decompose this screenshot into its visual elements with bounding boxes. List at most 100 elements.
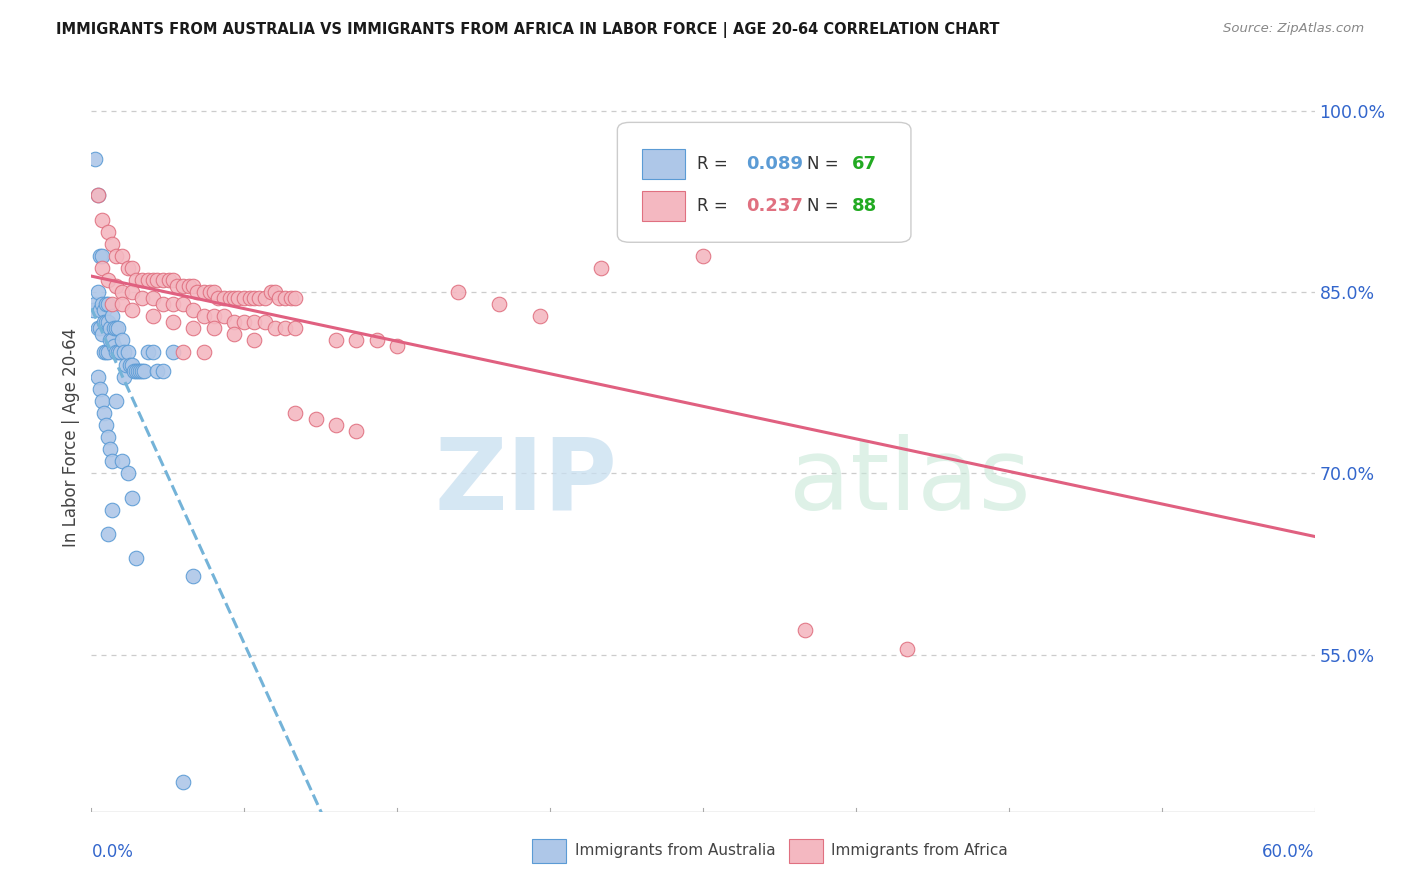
Point	[86, 188, 108, 202]
Point	[222, 327, 246, 342]
Point	[346, 424, 368, 438]
Point	[90, 249, 112, 263]
Point	[260, 285, 283, 299]
Point	[121, 491, 143, 505]
Point	[284, 406, 307, 420]
Text: Immigrants from Australia: Immigrants from Australia	[575, 843, 775, 858]
Point	[186, 285, 208, 299]
Point	[233, 315, 256, 329]
Point	[93, 406, 115, 420]
Point	[94, 417, 117, 432]
Text: R =: R =	[697, 154, 733, 172]
Point	[97, 430, 120, 444]
Point	[84, 152, 107, 166]
Point	[121, 260, 143, 275]
Point	[280, 291, 302, 305]
Point	[226, 291, 249, 305]
Point	[253, 315, 276, 329]
Point	[121, 303, 143, 318]
Point	[692, 249, 714, 263]
Y-axis label: In Labor Force | Age 20-64: In Labor Force | Age 20-64	[62, 327, 80, 547]
Point	[162, 297, 184, 311]
Point	[325, 417, 347, 432]
Point	[447, 285, 470, 299]
Point	[166, 279, 188, 293]
Point	[107, 345, 129, 359]
Point	[93, 345, 115, 359]
Point	[90, 327, 112, 342]
Point	[222, 291, 246, 305]
Point	[488, 297, 510, 311]
Point	[366, 334, 388, 348]
Point	[98, 442, 121, 457]
Point	[183, 321, 205, 335]
Point	[284, 291, 307, 305]
Text: 0.237: 0.237	[745, 197, 803, 215]
Point	[141, 310, 163, 324]
Point	[193, 310, 215, 324]
Point	[125, 550, 148, 565]
Point	[152, 297, 174, 311]
Point	[89, 303, 111, 318]
Point	[90, 297, 112, 311]
Point	[172, 297, 194, 311]
Point	[145, 273, 167, 287]
Point	[90, 393, 112, 408]
Text: 60.0%: 60.0%	[1263, 843, 1315, 861]
Point	[107, 321, 129, 335]
Point	[138, 345, 160, 359]
Point	[90, 260, 112, 275]
Text: ZIP: ZIP	[434, 434, 617, 531]
Point	[219, 291, 242, 305]
Point	[104, 279, 127, 293]
Point	[152, 363, 174, 377]
Point	[86, 285, 108, 299]
Point	[172, 774, 194, 789]
Text: 0.0%: 0.0%	[91, 843, 134, 861]
FancyBboxPatch shape	[617, 122, 911, 243]
Point	[97, 345, 120, 359]
Point	[162, 273, 184, 287]
Point	[104, 321, 127, 335]
Point	[111, 454, 134, 468]
Text: R =: R =	[697, 197, 733, 215]
Point	[183, 569, 205, 583]
Point	[101, 334, 124, 348]
Point	[101, 297, 124, 311]
Point	[101, 454, 124, 468]
Point	[325, 334, 347, 348]
Point	[101, 310, 124, 324]
Point	[193, 345, 215, 359]
Point	[157, 273, 180, 287]
Point	[112, 345, 135, 359]
Point	[117, 467, 139, 481]
Point	[202, 285, 225, 299]
Text: 67: 67	[852, 154, 877, 172]
Point	[84, 297, 107, 311]
Point	[131, 291, 153, 305]
Point	[179, 279, 201, 293]
Point	[94, 345, 117, 359]
Point	[172, 345, 194, 359]
FancyBboxPatch shape	[789, 838, 823, 863]
Point	[202, 310, 225, 324]
Point	[97, 526, 120, 541]
Point	[145, 363, 167, 377]
Point	[529, 310, 551, 324]
Point	[115, 358, 138, 372]
Point	[104, 393, 127, 408]
FancyBboxPatch shape	[531, 838, 567, 863]
Point	[103, 339, 125, 353]
Point	[122, 363, 145, 377]
Point	[193, 285, 215, 299]
Point	[243, 334, 266, 348]
Point	[93, 303, 115, 318]
Text: N =: N =	[807, 197, 844, 215]
Point	[264, 321, 287, 335]
Point	[152, 273, 174, 287]
Point	[264, 285, 287, 299]
Point	[89, 249, 111, 263]
Point	[207, 291, 229, 305]
Point	[94, 315, 117, 329]
Point	[97, 297, 120, 311]
